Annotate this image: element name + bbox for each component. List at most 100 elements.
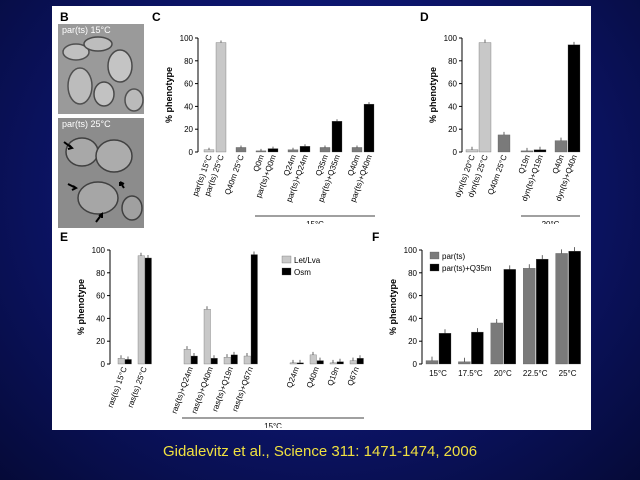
panel-letter-c: C: [152, 10, 161, 24]
bar: [255, 150, 267, 153]
citation-text: Gidalevitz et al., Science 311: 1471-147…: [162, 443, 478, 460]
micrograph-par-ts-25c: par(ts) 25°C: [58, 118, 144, 228]
legend-label: Osm: [294, 268, 311, 277]
y-tick-label: 100: [92, 246, 106, 255]
y-tick-label: 0: [189, 148, 194, 157]
y-tick-label: 20: [96, 337, 105, 346]
bar: [124, 359, 132, 365]
panel-letter-b: B: [60, 10, 69, 24]
category-label: 15°C: [429, 369, 447, 378]
bar: [490, 322, 503, 365]
micrograph-image-15c: [58, 24, 144, 114]
y-tick-label: 40: [184, 102, 193, 111]
bar: [465, 149, 479, 153]
bar: [351, 147, 363, 153]
category-label: ras(ts)+Q67n: [230, 366, 255, 413]
group-label: 15°C: [264, 422, 282, 428]
y-tick-label: 40: [96, 314, 105, 323]
y-axis-label: % phenotype: [164, 67, 174, 123]
category-label: Q40m 25°C: [223, 153, 246, 196]
category-label: 22.5°C: [523, 369, 548, 378]
y-tick-label: 80: [96, 269, 105, 278]
bar: [319, 147, 331, 153]
legend-swatch: [281, 267, 292, 276]
category-label: Q67n: [346, 366, 361, 387]
bar: [356, 358, 364, 365]
y-tick-label: 60: [184, 80, 193, 89]
legend-label: par(ts)+Q35m: [442, 264, 492, 273]
bar: [536, 258, 549, 365]
y-tick-label: 60: [408, 292, 417, 301]
bar: [250, 254, 258, 365]
y-tick-label: 100: [180, 34, 194, 43]
bar: [243, 355, 251, 365]
micrograph-par-ts-15c: par(ts) 15°C: [58, 24, 144, 114]
bar: [533, 149, 547, 153]
bar: [425, 360, 439, 365]
bar: [137, 255, 145, 365]
bar: [230, 354, 238, 365]
y-tick-label: 0: [101, 360, 106, 369]
bar: [438, 333, 452, 365]
y-tick-label: 80: [184, 57, 193, 66]
y-tick-label: 100: [444, 34, 458, 43]
y-tick-label: 80: [448, 57, 457, 66]
y-axis-label: % phenotype: [388, 279, 398, 335]
category-label: ras(ts) 15°C: [106, 365, 129, 408]
bar: [363, 103, 375, 153]
y-tick-label: 0: [453, 148, 458, 157]
bar: [296, 362, 304, 365]
bar: [289, 362, 297, 365]
y-tick-label: 20: [184, 125, 193, 134]
bar: [329, 362, 337, 365]
legend-label: par(ts): [442, 252, 465, 261]
y-tick-label: 0: [413, 360, 418, 369]
legend-swatch: [429, 263, 440, 272]
micrograph-image-25c: [58, 118, 144, 228]
category-label: ras(ts) 25°C: [126, 365, 149, 408]
bar: [567, 44, 581, 153]
bar: [568, 250, 581, 365]
legend-swatch: [281, 255, 292, 264]
category-label: Q19n: [326, 366, 341, 387]
y-tick-label: 40: [448, 102, 457, 111]
category-label: 20°C: [494, 369, 512, 378]
bar: [503, 269, 516, 365]
y-axis-label: % phenotype: [76, 279, 86, 335]
y-tick-label: 80: [408, 269, 417, 278]
bar: [223, 357, 231, 365]
panel-letter-d: D: [420, 10, 429, 24]
bar: [117, 358, 125, 365]
panel-letter-e: E: [60, 230, 69, 244]
figure-panel: B par(ts) 15°C par(ts) 25°C C 0 20 40 60 80 1: [52, 6, 591, 430]
bar: [520, 150, 534, 153]
bar: [203, 309, 211, 365]
bar: [203, 149, 215, 153]
panel-letter-f: F: [372, 230, 380, 244]
bar: [299, 146, 311, 153]
group-label: 20°C: [542, 220, 560, 224]
legend-swatch: [429, 251, 440, 260]
y-tick-label: 20: [448, 125, 457, 134]
bar: [190, 355, 198, 365]
group-label: 15°C: [306, 220, 324, 224]
bar: [235, 147, 247, 153]
bar: [336, 361, 344, 365]
category-label: 17.5°C: [458, 369, 483, 378]
chart-f: 0 20 40 60 80 100 % phenotype 15°C 17.5°C 20°C 22.…: [388, 246, 581, 378]
y-tick-label: 40: [408, 314, 417, 323]
y-tick-label: 20: [408, 337, 417, 346]
category-label: 25°C: [559, 369, 577, 378]
bar: [523, 268, 536, 365]
y-tick-label: 60: [96, 292, 105, 301]
micrograph-label: par(ts) 25°C: [62, 119, 111, 129]
category-label: Q40m: [305, 365, 321, 389]
category-label: Q24m: [285, 365, 301, 389]
bar: [309, 354, 317, 365]
bar: [267, 148, 279, 153]
bar: [497, 134, 511, 153]
bar: [478, 42, 492, 153]
